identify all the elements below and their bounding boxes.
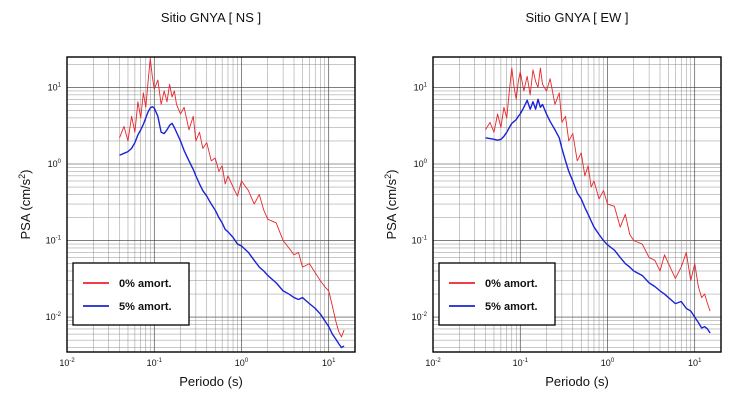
y-tick-label: 100 — [414, 159, 428, 169]
y-tick-label: 10-2 — [46, 312, 62, 322]
y-tick-label: 101 — [414, 82, 428, 92]
legend-label: 0% amort. — [119, 278, 172, 290]
x-tick-label: 10-1 — [147, 358, 163, 368]
chart-panel-ns: Sitio GNYA [ NS ] 10-2 10-1 100 101 10-2 10-1… — [17, 10, 356, 389]
plot-frame — [66, 56, 356, 353]
series-line-damped — [119, 106, 345, 349]
plot-frame — [432, 56, 722, 353]
legend-label: 5% amort. — [119, 301, 172, 313]
y-tick-label: 10-2 — [412, 312, 428, 322]
y-tick-label: 10-1 — [46, 236, 62, 246]
series-line-undamped — [485, 67, 711, 312]
x-tick-label: 101 — [322, 358, 336, 368]
x-tick-label: 10-2 — [425, 358, 441, 368]
y-tick-label: 10-1 — [412, 236, 428, 246]
x-axis-label: Periodo (s) — [545, 374, 609, 389]
y-axis-label: PSA (cm/s2) — [17, 169, 33, 239]
legend-box — [72, 262, 190, 326]
chart-title: Sitio GNYA [ EW ] — [525, 10, 628, 25]
x-tick-label: 10-2 — [59, 358, 75, 368]
chart-panel-ew: Sitio GNYA [ EW ] 10-2 10-1 100 101 10-2 10-1… — [383, 10, 722, 389]
y-axis-label: PSA (cm/s2) — [383, 169, 399, 239]
series-line-undamped — [119, 57, 345, 338]
legend-label: 0% amort. — [485, 278, 538, 290]
legend-label: 5% amort. — [485, 301, 538, 313]
y-tick-label: 100 — [48, 159, 62, 169]
legend-box — [438, 262, 556, 326]
x-tick-label: 101 — [688, 358, 702, 368]
x-tick-label: 100 — [235, 358, 249, 368]
series-line-damped — [485, 98, 711, 334]
y-tick-label: 101 — [48, 82, 62, 92]
x-tick-label: 100 — [601, 358, 615, 368]
chart-title: Sitio GNYA [ NS ] — [161, 10, 261, 25]
x-axis-label: Periodo (s) — [179, 374, 243, 389]
legend: 0% amort. 5% amort. — [72, 262, 190, 326]
legend: 0% amort. 5% amort. — [438, 262, 556, 326]
x-tick-label: 10-1 — [513, 358, 529, 368]
